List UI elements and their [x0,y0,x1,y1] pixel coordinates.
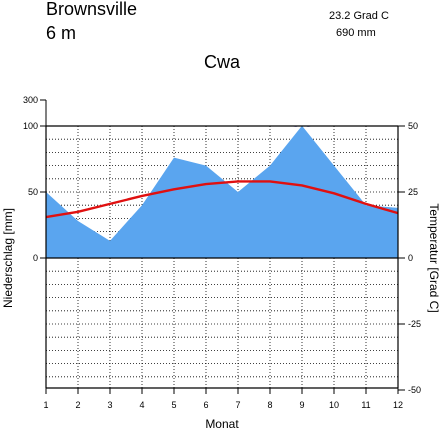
right-tick-label: 0 [408,253,413,263]
plot-frame [40,99,405,394]
mean-temperature: 23.2 Grad C [329,10,389,22]
month-tick-label: 10 [329,400,339,410]
month-tick-label: 3 [107,400,112,410]
station-name: Brownsville [46,0,137,19]
x-axis-label: Monat [205,417,239,430]
temperature-line [45,180,399,219]
month-tick-label: 11 [361,400,370,410]
month-tick-label: 1 [43,400,48,410]
left-tick-label: 100 [23,121,38,131]
left-tick-label: 0 [33,253,38,263]
right-tick-label: 25 [408,187,418,197]
month-tick-label: 7 [235,400,240,410]
month-tick-label: 2 [75,400,80,410]
y-axis-left-label: Niederschlag [mm] [1,208,15,308]
right-tick-label: -25 [408,319,421,329]
annual-precipitation: 690 mm [336,27,376,39]
y-axis-right-label: Temperatur [Grad C] [427,203,439,312]
station-elevation: 6 m [46,23,76,43]
month-tick-label: 8 [267,400,272,410]
precipitation-fill [46,125,398,259]
month-tick-label: 12 [393,400,403,410]
right-tick-label: -50 [408,385,421,395]
temperature-series [45,180,399,219]
left-tick-label: 50 [28,187,38,197]
month-tick-label: 5 [171,400,176,410]
month-tick-label: 6 [203,400,208,410]
left-tick-label: 300 [23,95,38,105]
climate-class: Cwa [204,52,241,72]
month-tick-label: 4 [139,400,144,410]
precipitation-area [46,125,398,259]
month-tick-label: 9 [299,400,304,410]
right-tick-label: 50 [408,121,418,131]
